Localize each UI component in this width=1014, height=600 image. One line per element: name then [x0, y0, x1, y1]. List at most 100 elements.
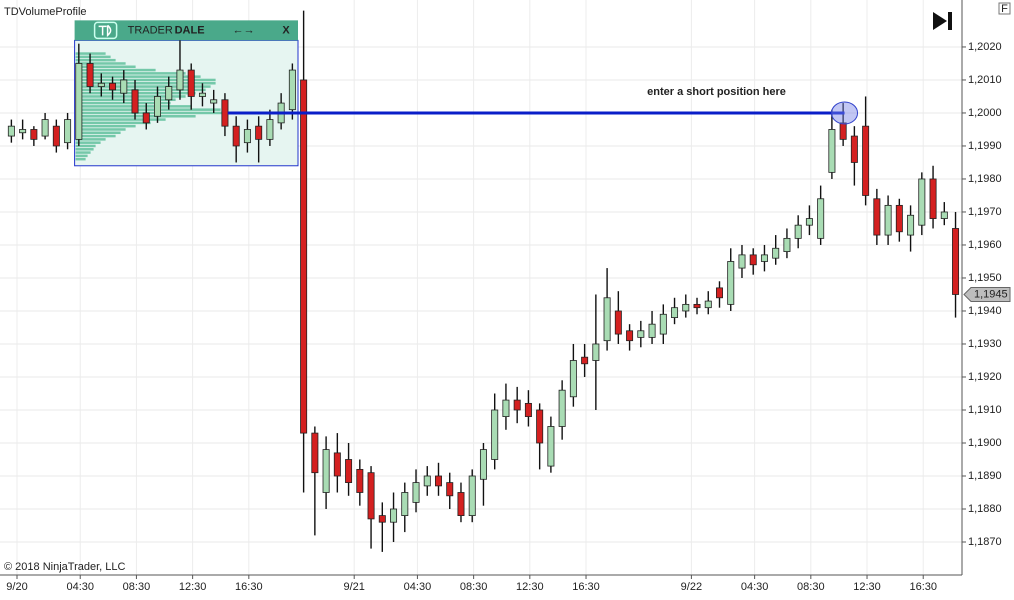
- candle-body: [19, 129, 27, 134]
- x-tick-label: 08:30: [797, 581, 825, 593]
- candle-body: [637, 330, 645, 338]
- profile-bar: [75, 85, 211, 88]
- profile-bar: [75, 62, 126, 65]
- candle-body: [367, 472, 375, 520]
- candle-body: [862, 125, 870, 196]
- y-tick-label: 1,1870: [968, 536, 1002, 548]
- axes: 1,1870 1,1880 1,1890 1,1900 1,1910 1,1920 1,19…: [6, 41, 1011, 593]
- x-tick-label: 04:30: [404, 581, 432, 593]
- profile-bar: [75, 82, 216, 85]
- overlay: enter a short position here: [227, 86, 859, 125]
- profile-bar: [75, 108, 221, 111]
- profile-bar: [75, 65, 136, 69]
- f-button[interactable]: [998, 2, 1011, 15]
- play-icon[interactable]: [933, 12, 947, 30]
- f-button-label: F: [1001, 3, 1008, 15]
- candle-body: [603, 297, 611, 342]
- candle-body: [345, 459, 353, 483]
- candle-body: [109, 82, 117, 91]
- candle-body: [817, 198, 825, 239]
- candle-body: [7, 125, 15, 137]
- profile-bar: [75, 134, 116, 138]
- candle-body: [693, 303, 701, 309]
- x-tick-label: 9/22: [681, 581, 702, 593]
- candle-body: [221, 99, 229, 127]
- profile-bar: [75, 128, 126, 131]
- profile-bar: [75, 52, 106, 55]
- candle-body: [64, 119, 72, 144]
- candle-body: [929, 178, 937, 219]
- profile-bar: [75, 111, 226, 115]
- bar-icon[interactable]: [948, 12, 952, 30]
- y-tick-label: 1,1930: [968, 338, 1002, 350]
- candle-body: [783, 237, 791, 252]
- candle-body: [468, 475, 476, 516]
- candle-body: [423, 475, 431, 487]
- profile-bar: [75, 138, 106, 141]
- y-tick-label: 1,2010: [968, 74, 1002, 86]
- candle-body: [873, 198, 881, 236]
- logo-box: [93, 21, 118, 40]
- candle-body: [524, 402, 532, 417]
- candle-body: [288, 69, 296, 111]
- profile-bar: [75, 144, 96, 148]
- candle-body: [154, 96, 161, 117]
- profile-bar: [75, 68, 156, 72]
- x-tick-label: 16:30: [909, 581, 937, 593]
- x-tick-label: 04:30: [741, 581, 769, 593]
- profile-bar: [75, 157, 86, 161]
- candle-body: [716, 287, 723, 299]
- x-tick-label: 16:30: [572, 581, 600, 593]
- close-button[interactable]: X: [282, 24, 290, 36]
- profile-bar: [75, 154, 88, 158]
- y-tick-label: 1,1970: [968, 206, 1002, 218]
- x-tick-label: 08:30: [123, 581, 151, 593]
- y-tick-label: 1,1960: [968, 239, 1002, 251]
- candle-body: [491, 409, 499, 460]
- candle-body: [232, 125, 240, 147]
- candle-body: [727, 261, 735, 305]
- candle-body: [884, 204, 892, 236]
- last-price-box: [963, 286, 1011, 302]
- candle-body: [378, 515, 386, 523]
- x-tick-label: 12:30: [516, 581, 544, 593]
- candle-body: [322, 449, 330, 493]
- candle-body: [513, 399, 521, 411]
- y-tick-label: 1,1920: [968, 371, 1002, 383]
- candle-body: [828, 129, 836, 173]
- candle-body: [412, 482, 420, 503]
- y-tick-label: 1,1980: [968, 173, 1002, 185]
- profile-bar: [75, 148, 94, 151]
- candle-body: [131, 89, 139, 114]
- candle-body: [41, 119, 49, 137]
- candle-body: [210, 99, 218, 104]
- candle-body: [266, 119, 274, 140]
- x-tick-label: 9/20: [6, 581, 27, 593]
- candle-body: [614, 310, 622, 335]
- profile-bar: [75, 131, 121, 135]
- candle-body: [243, 129, 251, 144]
- candle-body: [435, 475, 442, 487]
- candle-body: [592, 343, 600, 361]
- profile-bar: [75, 141, 101, 144]
- candle-body: [30, 129, 38, 140]
- candle-body: [918, 178, 926, 226]
- annotation: enter a short position here: [647, 86, 786, 98]
- y-tick-label: 1,1900: [968, 437, 1002, 449]
- candle-body: [671, 307, 679, 318]
- y-tick-label: 1,1940: [968, 305, 1002, 317]
- profile-header: [74, 20, 298, 41]
- y-tick-label: 1,2000: [968, 107, 1002, 119]
- y-tick-label: 1,1950: [968, 272, 1002, 284]
- highlight-ellipse: [831, 101, 859, 125]
- scroll-end-button[interactable]: [933, 12, 952, 30]
- last-price-label: 1,1945: [974, 288, 1008, 300]
- candle-body: [907, 214, 915, 236]
- x-tick-label: 04:30: [66, 581, 94, 593]
- candle-body: [648, 323, 656, 338]
- candle-body: [120, 79, 128, 94]
- x-tick-label: 12:30: [179, 581, 207, 593]
- candle-body: [794, 224, 802, 239]
- candle-body: [772, 247, 780, 259]
